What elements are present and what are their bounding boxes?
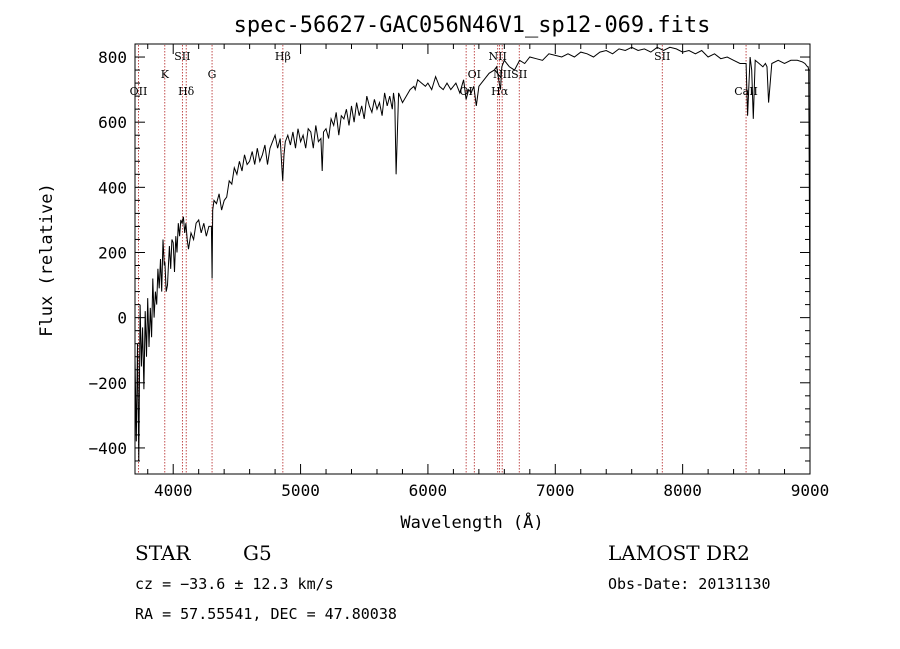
survey-name: LAMOST DR2 (608, 541, 750, 565)
object-subclass: G5 (243, 541, 272, 565)
plot-frame (134, 43, 811, 475)
line-marker-label: NII (493, 68, 511, 81)
tick-label: 800 (98, 48, 127, 67)
obs-date: Obs-Date: 20131130 (608, 575, 771, 593)
tick-label: 600 (98, 113, 127, 132)
line-marker-label: Hδ (178, 85, 195, 98)
tick-label: 400 (98, 178, 127, 197)
line-marker-label: SII (654, 50, 670, 63)
tick-label: −400 (88, 439, 127, 458)
line-marker-label: SII (511, 68, 527, 81)
tick-label: 0 (117, 309, 127, 328)
tick-label: 8000 (663, 481, 702, 500)
line-marker-label: G (208, 68, 217, 81)
spectrum-line (134, 46, 811, 462)
tick-label: 200 (98, 243, 127, 262)
line-marker-label: Hα (491, 85, 509, 98)
axis-ticks: 4000 5000 6000 7000 8000 9000 −400 −200 0 200 400 6… (88, 43, 830, 500)
line-marker-label: SII (174, 50, 190, 63)
coordinates: RA = 57.55541, DEC = 47.80038 (135, 605, 397, 623)
line-marker-label: NII (489, 50, 507, 63)
line-marker-label: Hβ (275, 50, 291, 63)
y-axis-label: Flux (relative) (37, 183, 57, 337)
object-class: STAR (135, 541, 191, 565)
x-axis-label: Wavelength (Å) (400, 511, 543, 533)
tick-label: 4000 (154, 481, 193, 500)
tick-label: 7000 (536, 481, 575, 500)
tick-label: 6000 (409, 481, 448, 500)
redshift-text: cz = −33.6 ± 12.3 km/s (135, 575, 334, 593)
tick-label: 5000 (281, 481, 320, 500)
chart-title: spec-56627-GAC056N46V1_sp12-069.fits (234, 13, 711, 38)
line-marker-label: OI (459, 85, 472, 98)
line-marker-label: OI (468, 68, 481, 81)
tick-label: 9000 (791, 481, 830, 500)
line-marker-label: K (161, 68, 170, 81)
line-marker-label: OII (130, 85, 148, 98)
tick-label: −200 (88, 374, 127, 393)
